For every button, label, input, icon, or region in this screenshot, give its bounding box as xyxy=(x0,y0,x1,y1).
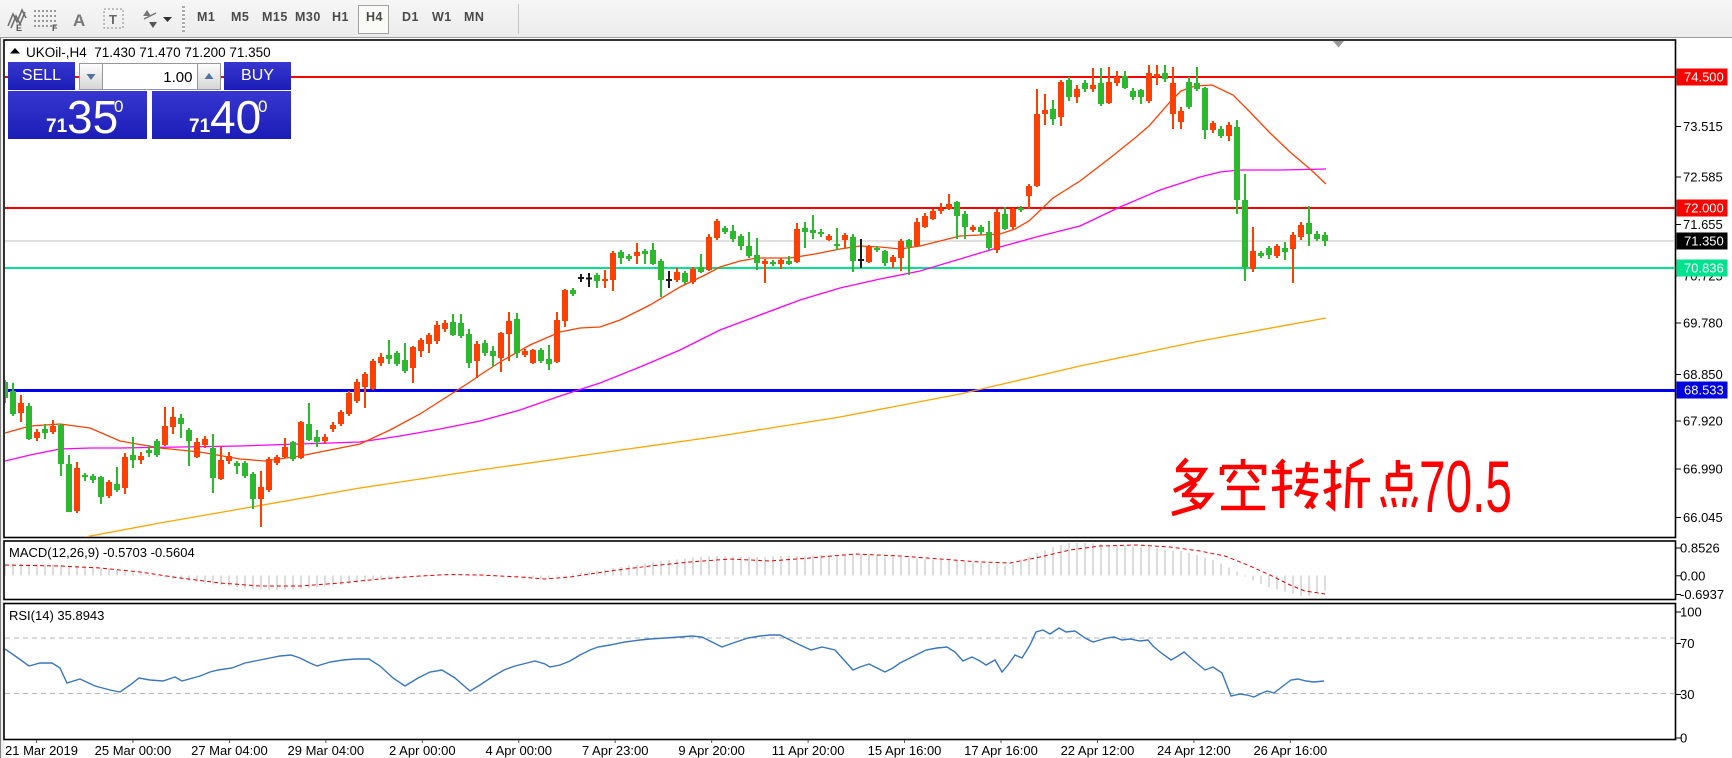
svg-text:0.8526: 0.8526 xyxy=(1680,541,1720,556)
svg-text:RSI(14) 35.8943: RSI(14) 35.8943 xyxy=(9,608,104,623)
svg-text:70.836: 70.836 xyxy=(1684,261,1724,276)
svg-text:0: 0 xyxy=(114,97,123,116)
svg-text:22 Apr 12:00: 22 Apr 12:00 xyxy=(1061,743,1135,758)
svg-text:-0.6937: -0.6937 xyxy=(1680,587,1724,602)
svg-text:26 Apr 16:00: 26 Apr 16:00 xyxy=(1253,743,1327,758)
svg-text:68.533: 68.533 xyxy=(1684,383,1724,398)
svg-text:0: 0 xyxy=(1680,731,1687,746)
svg-text:66.045: 66.045 xyxy=(1683,510,1723,525)
svg-text:0: 0 xyxy=(258,97,267,116)
svg-text:9 Apr 20:00: 9 Apr 20:00 xyxy=(678,743,745,758)
svg-text:E: E xyxy=(16,23,22,33)
svg-text:2 Apr 00:00: 2 Apr 00:00 xyxy=(389,743,456,758)
svg-text:66.990: 66.990 xyxy=(1683,462,1723,477)
svg-text:27 Mar 04:00: 27 Mar 04:00 xyxy=(191,743,268,758)
svg-text:70.5: 70.5 xyxy=(1419,447,1512,528)
svg-text:4 Apr 00:00: 4 Apr 00:00 xyxy=(486,743,553,758)
svg-text:71.655: 71.655 xyxy=(1683,217,1723,232)
svg-text:72.585: 72.585 xyxy=(1683,170,1723,185)
svg-text:74.500: 74.500 xyxy=(1684,70,1724,85)
svg-text:67.920: 67.920 xyxy=(1683,414,1723,429)
svg-text:7 Apr 23:00: 7 Apr 23:00 xyxy=(582,743,649,758)
svg-text:71: 71 xyxy=(189,116,211,137)
svg-text:UKOil-,H4 71.430 71.470 71.20: UKOil-,H4 71.430 71.470 71.200 71.350 xyxy=(26,45,271,60)
svg-text:15 Apr 16:00: 15 Apr 16:00 xyxy=(868,743,942,758)
svg-text:30: 30 xyxy=(1680,687,1694,702)
svg-text:40: 40 xyxy=(210,91,261,139)
svg-text:17 Apr 16:00: 17 Apr 16:00 xyxy=(964,743,1038,758)
svg-text:MACD(12,26,9) -0.5703 -0.5604: MACD(12,26,9) -0.5703 -0.5604 xyxy=(9,545,195,560)
svg-text:72.000: 72.000 xyxy=(1684,201,1724,216)
svg-text:100: 100 xyxy=(1680,605,1702,620)
svg-text:29 Mar 04:00: 29 Mar 04:00 xyxy=(288,743,365,758)
svg-text:T: T xyxy=(109,12,117,27)
svg-text:A: A xyxy=(73,11,85,30)
svg-text:F: F xyxy=(52,23,58,33)
svg-text:73.515: 73.515 xyxy=(1683,119,1723,134)
svg-text:71: 71 xyxy=(46,116,68,137)
svg-text:11 Apr 20:00: 11 Apr 20:00 xyxy=(772,743,845,758)
svg-text:71.350: 71.350 xyxy=(1684,234,1724,249)
svg-text:69.780: 69.780 xyxy=(1683,316,1723,331)
svg-text:25 Mar 00:00: 25 Mar 00:00 xyxy=(95,743,172,758)
svg-text:24 Apr 12:00: 24 Apr 12:00 xyxy=(1157,743,1231,758)
svg-text:0.00: 0.00 xyxy=(1680,568,1705,583)
svg-text:35: 35 xyxy=(67,91,118,139)
svg-text:70: 70 xyxy=(1680,636,1694,651)
svg-text:68.850: 68.850 xyxy=(1683,367,1723,382)
svg-text:21 Mar 2019: 21 Mar 2019 xyxy=(5,743,78,758)
